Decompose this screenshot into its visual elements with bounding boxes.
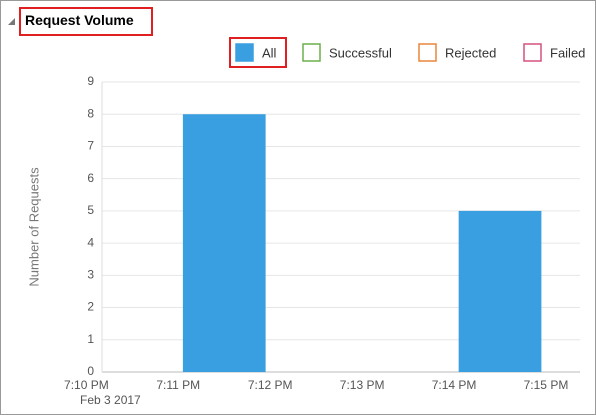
legend-marker[interactable] — [523, 43, 542, 62]
legend-label[interactable]: Failed — [550, 45, 585, 60]
y-tick-label: 9 — [87, 74, 94, 88]
y-axis-label: Number of Requests — [26, 167, 41, 287]
legend-marker[interactable] — [302, 43, 321, 62]
x-tick-label: 7:14 PM — [432, 378, 477, 392]
x-tick-label: 7:12 PM — [248, 378, 293, 392]
y-tick-label: 6 — [87, 171, 94, 185]
bar — [458, 210, 542, 372]
legend-label[interactable]: All — [262, 45, 277, 60]
y-tick-label: 2 — [87, 300, 94, 314]
x-date-label: Feb 3 2017 — [80, 393, 141, 407]
x-tick-label: 7:10 PM — [64, 378, 109, 392]
y-tick-label: 0 — [87, 364, 94, 378]
y-tick-label: 8 — [87, 106, 94, 120]
collapse-icon[interactable] — [8, 18, 15, 25]
y-tick-label: 5 — [87, 203, 94, 217]
chart-title: Request Volume — [25, 12, 134, 28]
legend-highlight — [229, 37, 287, 68]
y-tick-label: 7 — [87, 139, 94, 153]
legend-marker[interactable] — [418, 43, 437, 62]
y-tick-label: 1 — [87, 332, 94, 346]
legend-marker[interactable] — [235, 43, 254, 62]
x-tick-label: 7:15 PM — [524, 378, 569, 392]
x-tick-label: 7:13 PM — [340, 378, 385, 392]
y-tick-label: 4 — [87, 235, 94, 249]
x-tick-label: 7:11 PM — [156, 378, 200, 392]
y-tick-label: 3 — [87, 268, 94, 282]
legend-label[interactable]: Successful — [329, 45, 392, 60]
title-highlight — [19, 7, 153, 36]
legend-label[interactable]: Rejected — [445, 45, 496, 60]
bar — [182, 114, 266, 372]
